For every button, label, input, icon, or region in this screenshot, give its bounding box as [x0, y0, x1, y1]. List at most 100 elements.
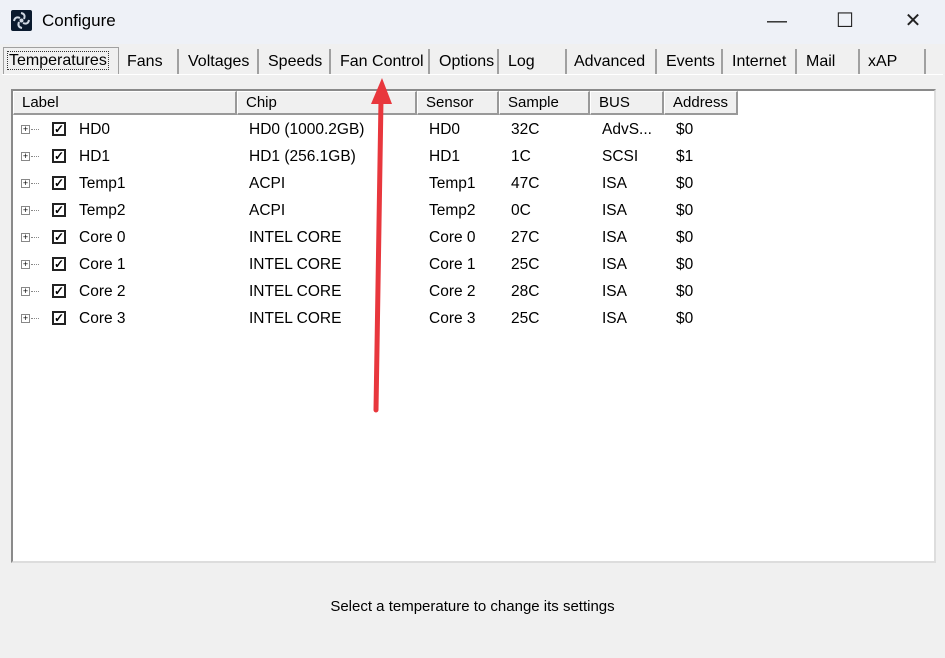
table-row[interactable]: + ✓ Core 0 INTEL CORE Core 0 27C ISA $0 — [13, 224, 913, 251]
tab-panel-border — [2, 74, 943, 76]
cell-bus: AdvS... — [602, 121, 652, 138]
tree-line — [31, 318, 39, 319]
tab-log[interactable]: Log — [502, 49, 567, 74]
cell-sample: 25C — [511, 310, 540, 327]
cell-address: $1 — [676, 148, 694, 165]
tab-voltages[interactable]: Voltages — [182, 49, 259, 74]
cell-sensor: Temp1 — [429, 175, 476, 192]
cell-chip: ACPI — [249, 175, 286, 192]
table-row[interactable]: + ✓ Temp1 ACPI Temp1 47C ISA $0 — [13, 170, 913, 197]
cell-chip: INTEL CORE — [249, 256, 342, 273]
tree-line — [31, 237, 39, 238]
cell-label: Temp2 — [79, 202, 126, 219]
expand-icon[interactable]: + — [21, 205, 30, 215]
temperature-list[interactable]: Label Chip Sensor Sample BUS Address + ✓ HD0 HD0 … — [11, 89, 936, 563]
checkbox[interactable]: ✓ — [52, 122, 66, 136]
minimize-button[interactable]: — — [767, 10, 787, 32]
cell-sensor: Core 2 — [429, 283, 476, 300]
cell-sample: 32C — [511, 121, 540, 138]
tree-line — [31, 210, 39, 211]
checkbox[interactable]: ✓ — [52, 257, 66, 271]
tab-label: Log — [508, 53, 535, 70]
cell-sample: 47C — [511, 175, 540, 192]
tab-options[interactable]: Options — [433, 49, 499, 74]
tab-internet[interactable]: Internet — [726, 49, 797, 74]
tab-label: Internet — [732, 53, 787, 70]
expand-icon[interactable]: + — [21, 259, 30, 269]
cell-bus: ISA — [602, 256, 627, 273]
expand-icon[interactable]: + — [21, 313, 30, 323]
tab-label: Mail — [806, 53, 836, 70]
checkbox[interactable]: ✓ — [52, 284, 66, 298]
tab-speeds[interactable]: Speeds — [262, 49, 331, 74]
cell-sensor: HD0 — [429, 121, 461, 138]
column-header-sensor[interactable]: Sensor — [417, 91, 499, 115]
cell-chip: INTEL CORE — [249, 229, 342, 246]
cell-label: Core 3 — [79, 310, 126, 327]
cell-chip: ACPI — [249, 202, 286, 219]
tab-xap[interactable]: xAP — [862, 49, 926, 74]
cell-address: $0 — [676, 310, 694, 327]
tab-advanced[interactable]: Advanced — [568, 49, 657, 74]
expand-icon[interactable]: + — [21, 178, 30, 188]
cell-sample: 0C — [511, 202, 531, 219]
checkbox[interactable]: ✓ — [52, 149, 66, 163]
expand-icon[interactable]: + — [21, 151, 30, 161]
cell-label: Temp1 — [79, 175, 126, 192]
maximize-button[interactable]: ☐ — [836, 10, 854, 32]
checkbox[interactable]: ✓ — [52, 176, 66, 190]
cell-sample: 1C — [511, 148, 531, 165]
cell-sample: 25C — [511, 256, 540, 273]
table-row[interactable]: + ✓ HD0 HD0 (1000.2GB) HD0 32C AdvS... $0 — [13, 116, 913, 143]
table-row[interactable]: + ✓ HD1 HD1 (256.1GB) HD1 1C SCSI $1 — [13, 143, 913, 170]
checkbox[interactable]: ✓ — [52, 311, 66, 325]
cell-bus: SCSI — [602, 148, 639, 165]
cell-label: HD0 — [79, 121, 111, 138]
cell-label: Core 0 — [79, 229, 126, 246]
cell-sensor: Core 1 — [429, 256, 476, 273]
tab-mail[interactable]: Mail — [800, 49, 860, 74]
cell-address: $0 — [676, 202, 694, 219]
tab-label: xAP — [868, 53, 898, 70]
expand-icon[interactable]: + — [21, 232, 30, 242]
tab-label: Speeds — [268, 53, 323, 70]
cell-bus: ISA — [602, 175, 627, 192]
column-header-bus[interactable]: BUS — [590, 91, 664, 115]
column-header-sample[interactable]: Sample — [499, 91, 590, 115]
column-header-chip[interactable]: Chip — [237, 91, 417, 115]
tab-label: Fan Control — [340, 53, 424, 70]
table-row[interactable]: + ✓ Core 1 INTEL CORE Core 1 25C ISA $0 — [13, 251, 913, 278]
table-row[interactable]: + ✓ Core 2 INTEL CORE Core 2 28C ISA $0 — [13, 278, 913, 305]
tab-fans[interactable]: Fans — [121, 49, 179, 74]
tree-line — [31, 129, 39, 130]
tab-events[interactable]: Events — [660, 49, 723, 74]
cell-sample: 27C — [511, 229, 540, 246]
expand-icon[interactable]: + — [21, 286, 30, 296]
cell-bus: ISA — [602, 229, 627, 246]
tab-fan-control[interactable]: Fan Control — [334, 49, 430, 74]
column-header-address[interactable]: Address — [664, 91, 738, 115]
checkbox[interactable]: ✓ — [52, 230, 66, 244]
tab-label: Advanced — [574, 53, 646, 70]
cell-chip: INTEL CORE — [249, 283, 342, 300]
cell-sample: 28C — [511, 283, 540, 300]
cell-sensor: Core 3 — [429, 310, 476, 327]
column-header-label[interactable]: Label — [13, 91, 237, 115]
cell-address: $0 — [676, 175, 694, 192]
table-row[interactable]: + ✓ Temp2 ACPI Temp2 0C ISA $0 — [13, 197, 913, 224]
cell-label: Core 1 — [79, 256, 126, 273]
tab-label: Fans — [127, 53, 163, 70]
tab-temperatures[interactable]: Temperatures — [3, 47, 119, 75]
table-row[interactable]: + ✓ Core 3 INTEL CORE Core 3 25C ISA $0 — [13, 305, 913, 332]
cell-chip: INTEL CORE — [249, 310, 342, 327]
cell-sensor: Temp2 — [429, 202, 476, 219]
tree-line — [31, 264, 39, 265]
close-button[interactable]: ✕ — [904, 10, 922, 32]
cell-address: $0 — [676, 121, 694, 138]
checkbox[interactable]: ✓ — [52, 203, 66, 217]
cell-sensor: HD1 — [429, 148, 461, 165]
expand-icon[interactable]: + — [21, 124, 30, 134]
cell-chip: HD0 (1000.2GB) — [249, 121, 365, 138]
tab-label: Temperatures — [7, 51, 109, 70]
status-text: Select a temperature to change its setti… — [330, 598, 615, 615]
